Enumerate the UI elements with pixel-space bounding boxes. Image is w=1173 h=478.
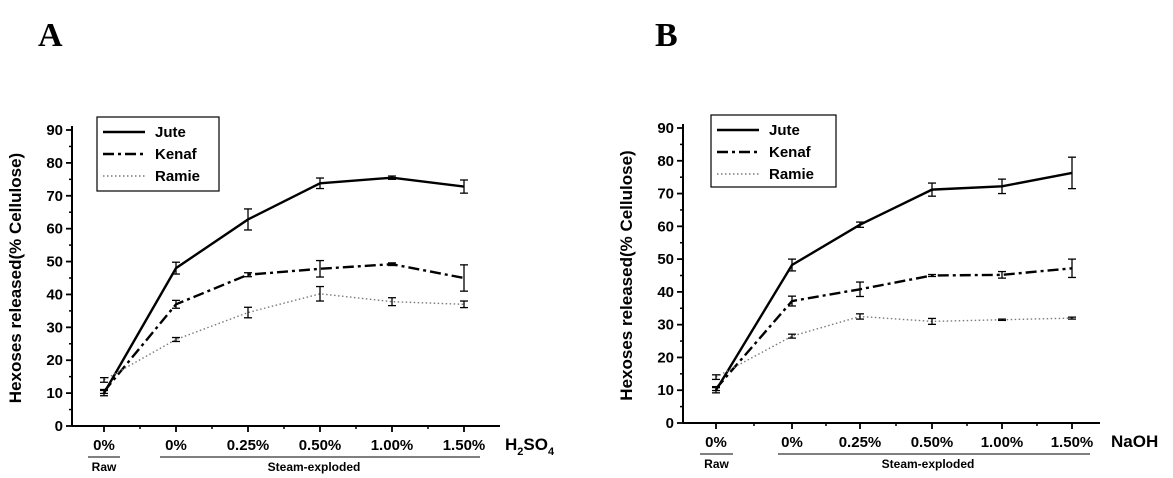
y-tick-label: 30 bbox=[657, 317, 674, 334]
error-bar-jute bbox=[1068, 156, 1076, 190]
group-label-steam-exploded: Steam-exploded bbox=[882, 457, 975, 471]
error-bar-jute bbox=[788, 258, 796, 272]
y-tick-label: 60 bbox=[46, 221, 63, 238]
y-tick-label: 20 bbox=[657, 349, 674, 366]
x-tick-label: 0.25% bbox=[839, 434, 882, 451]
y-tick-label: 80 bbox=[46, 155, 63, 172]
error-bar-jute bbox=[316, 177, 324, 190]
error-bar-ramie bbox=[788, 333, 796, 339]
error-bar-kenaf bbox=[244, 272, 252, 278]
x-axis-title: H2SO4 bbox=[505, 435, 555, 458]
y-tick-label: 40 bbox=[46, 286, 63, 303]
legend-label-ramie: Ramie bbox=[769, 166, 814, 183]
x-tick-label: 0% bbox=[781, 434, 803, 451]
y-tick-label: 80 bbox=[657, 153, 674, 170]
legend-box bbox=[96, 116, 220, 192]
chart-panel-a: A 0 10 20 30 40 50 60 70 80 90 Hexoses released(% C… bbox=[6, 17, 555, 474]
error-bar-ramie bbox=[460, 300, 468, 309]
error-bar-ramie bbox=[244, 306, 252, 319]
x-tick-label: 1.50% bbox=[443, 437, 486, 454]
y-axis-title: Hexoses released(% Cellulose) bbox=[617, 150, 636, 400]
error-bar-ramie bbox=[712, 374, 720, 381]
y-tick-label: 70 bbox=[657, 186, 674, 203]
x-tick-label: 0.50% bbox=[299, 437, 342, 454]
error-bar-kenaf bbox=[712, 385, 720, 392]
y-tick-label: 70 bbox=[46, 188, 63, 205]
x-axis-title: NaOH bbox=[1111, 432, 1158, 451]
error-bar-kenaf bbox=[856, 281, 864, 298]
error-bar-ramie bbox=[316, 285, 324, 302]
error-bar-ramie bbox=[388, 297, 396, 307]
y-tick-label: 40 bbox=[657, 284, 674, 301]
error-bar-ramie bbox=[1068, 316, 1076, 320]
panel-label: B bbox=[655, 17, 678, 54]
x-tick-label: 0.25% bbox=[227, 437, 270, 454]
error-bar-ramie bbox=[100, 377, 108, 383]
error-bar-kenaf bbox=[1068, 258, 1076, 279]
group-label-raw: Raw bbox=[704, 457, 729, 471]
series-line-kenaf bbox=[103, 262, 465, 393]
group-label-steam-exploded: Steam-exploded bbox=[268, 460, 361, 474]
series-line-ramie bbox=[103, 293, 465, 381]
error-bar-kenaf bbox=[100, 388, 108, 395]
x-axis-title-part: 2 bbox=[517, 446, 523, 458]
x-tick-label: 0% bbox=[93, 437, 115, 454]
legend-label-ramie: Ramie bbox=[155, 168, 200, 185]
y-tick-label: 0 bbox=[666, 415, 674, 432]
y-tick-label: 10 bbox=[46, 385, 63, 402]
x-axis-title-part: 4 bbox=[548, 446, 555, 458]
group-label-raw: Raw bbox=[92, 460, 117, 474]
y-axis-title: Hexoses released(% Cellulose) bbox=[6, 153, 25, 403]
error-bar-jute bbox=[998, 178, 1006, 195]
x-tick-label: 1.00% bbox=[371, 437, 414, 454]
x-tick-label: 0% bbox=[165, 437, 187, 454]
error-bar-kenaf bbox=[788, 295, 796, 307]
error-bar-jute bbox=[460, 179, 468, 194]
panel-label: A bbox=[38, 17, 63, 54]
error-bar-jute bbox=[244, 208, 252, 231]
x-tick-label: 1.00% bbox=[981, 434, 1024, 451]
error-bar-ramie bbox=[856, 313, 864, 320]
error-bar-ramie bbox=[928, 317, 936, 325]
error-bar-kenaf bbox=[172, 299, 180, 309]
series-line-jute bbox=[714, 171, 1073, 391]
legend-label-jute: Jute bbox=[155, 124, 186, 141]
error-bar-ramie bbox=[998, 318, 1006, 322]
chart-panel-b: B 0 10 20 30 40 50 60 70 80 90 Hexoses released(% C… bbox=[617, 17, 1158, 471]
y-tick-label: 10 bbox=[657, 382, 674, 399]
error-bar-kenaf bbox=[316, 259, 324, 278]
legend: Jute Kenaf Ramie bbox=[96, 116, 220, 192]
error-bar-ramie bbox=[172, 336, 180, 343]
error-bar-kenaf bbox=[388, 262, 396, 267]
y-tick-label: 60 bbox=[657, 218, 674, 235]
series-line-ramie bbox=[715, 315, 1073, 378]
error-bar-kenaf bbox=[998, 270, 1006, 279]
legend-box bbox=[710, 114, 837, 188]
error-bar-kenaf bbox=[928, 273, 936, 278]
legend-label-kenaf: Kenaf bbox=[155, 146, 198, 163]
error-bar-kenaf bbox=[460, 264, 468, 292]
y-tick-label: 30 bbox=[46, 319, 63, 336]
x-axis-title-part: SO bbox=[523, 435, 548, 454]
error-bar-jute bbox=[172, 261, 180, 275]
series-line-kenaf bbox=[715, 267, 1073, 390]
error-bar-jute bbox=[856, 221, 864, 228]
y-tick-label: 50 bbox=[46, 254, 63, 271]
y-tick-label: 0 bbox=[55, 418, 63, 435]
x-axis-title-part: H bbox=[505, 435, 517, 454]
legend: Jute Kenaf Ramie bbox=[710, 114, 837, 188]
y-tick-label: 90 bbox=[657, 120, 674, 137]
x-tick-label: 1.50% bbox=[1051, 434, 1094, 451]
y-tick-label: 90 bbox=[46, 122, 63, 139]
legend-label-jute: Jute bbox=[769, 122, 800, 139]
error-bar-jute bbox=[928, 182, 936, 197]
y-tick-label: 20 bbox=[46, 352, 63, 369]
error-bar-jute bbox=[388, 175, 396, 180]
x-tick-label: 0% bbox=[705, 434, 727, 451]
legend-label-kenaf: Kenaf bbox=[769, 144, 812, 161]
series-line-jute bbox=[102, 176, 465, 394]
x-tick-label: 0.50% bbox=[911, 434, 954, 451]
y-tick-label: 50 bbox=[657, 251, 674, 268]
